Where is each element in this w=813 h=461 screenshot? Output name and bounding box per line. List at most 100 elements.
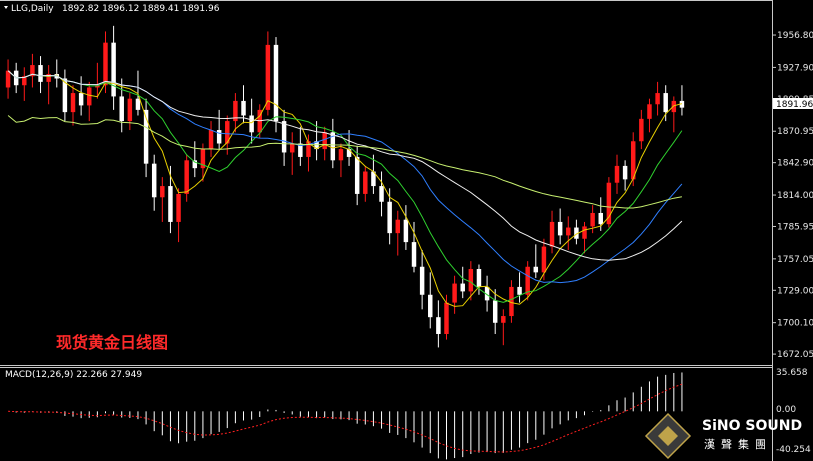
candle-bull [549,221,555,247]
candle-bear [557,221,563,236]
candle-bull [363,171,368,194]
candle-bull [87,87,92,106]
y-tick-label: 1842.90 [777,159,813,169]
logo-inner-diamond-icon [658,426,678,446]
candle-bull [103,42,108,86]
candle-bear [249,115,254,133]
candle-bear [428,294,433,318]
macd-axis-zero: 0.00 [776,405,796,415]
candle-bear [168,186,173,222]
candle-bull [46,74,51,82]
candle-bull [671,100,677,113]
macd-histogram-group [8,372,683,460]
candle-bull [160,186,165,198]
candle-bull [501,316,506,323]
macd-label: MACD(12,26,9) 22.266 27.949 [5,370,142,380]
candle-bear [411,242,417,267]
ma-yellow-line [7,70,683,307]
candle-bull [655,93,660,105]
candle-bull [70,93,76,113]
dropdown-triangle-icon[interactable] [4,6,8,9]
candle-bear [517,286,522,295]
candle-bear [403,219,409,243]
candle-bull [606,182,612,225]
candle-bear [38,65,43,82]
candle-bear [281,121,287,153]
logo-name: SiNO SOUND [702,418,802,434]
candle-bull [200,149,206,169]
candle-bear [574,227,579,239]
candle-bull [265,44,271,110]
candle-bull [289,143,295,153]
y-tick-label: 1927.90 [777,63,813,73]
candle-bull [225,121,230,144]
candle-bear [346,149,352,157]
candle-bear [111,42,116,97]
y-tick-label: 1700.10 [777,319,813,329]
candle-bull [525,266,530,295]
candle-bull [452,283,457,303]
current-price-tag [773,98,813,109]
candle-bull [306,141,311,157]
candle-bear [419,266,425,295]
candle-bull [582,226,587,239]
price-axis-ticks: 1956.801927.901899.851870.951842.901814.… [772,31,813,360]
candle-bull [233,100,238,122]
chart-title-overlay: 现货黄金日线图 [56,333,168,352]
current-price-text: 1891.96 [776,100,813,110]
candle-bear [241,100,246,116]
candle-bull [444,302,449,334]
macd-axis-bottom: -40.254 [776,445,811,455]
candle-bull [184,160,189,194]
macd-axis-top: 35.658 [776,368,808,378]
candle-bull [630,141,636,180]
candle-bull [468,268,474,292]
candle-bull [338,149,344,161]
ma-green-line [7,70,683,303]
y-tick-label: 1785.95 [777,222,813,232]
candle-bear [484,286,490,301]
candle-bear [119,96,124,122]
candle-bear [476,268,482,287]
y-tick-label: 1757.05 [777,255,813,265]
candle-bull [590,212,595,227]
ohlc-values: 1892.82 1896.12 1889.41 1891.96 [62,4,220,14]
candle-bull [614,165,620,183]
candle-bear [533,266,539,273]
candle-bear [598,212,603,225]
candle-bear [135,98,141,110]
candle-bull [566,227,571,236]
candle-bull [22,76,27,86]
candle-bull [127,98,133,122]
candle-bear [679,100,685,108]
y-tick-label: 1870.95 [777,127,813,137]
y-tick-label: 1956.80 [777,31,813,41]
candle-bear [436,317,441,334]
candle-bear [387,201,392,234]
candle-bear [622,165,628,180]
sinosound-logo: SiNO SOUND 漢聲集團 [644,412,802,460]
macd-signal-line [8,383,683,453]
candle-bear [460,283,465,292]
candle-bear [62,78,68,113]
candle-bull [541,246,547,273]
candle-bear [273,44,279,122]
logo-chinese: 漢聲集團 [704,437,772,451]
candle-bear [216,130,222,144]
moving-average-lines [7,70,683,307]
ma-white-line [7,70,683,261]
candle-bear [78,93,84,106]
candle-bear [371,171,376,187]
candle-bull [639,118,644,142]
candle-bear [379,186,384,202]
candle-bear [354,156,360,194]
candle-bear [192,160,198,169]
symbol-label: LLG,Daily [11,4,54,14]
y-tick-label: 1672.05 [777,350,813,360]
candle-bull [208,130,214,150]
y-tick-label: 1814.00 [777,191,813,201]
candle-bull [395,219,401,234]
candle-bull [5,70,11,88]
